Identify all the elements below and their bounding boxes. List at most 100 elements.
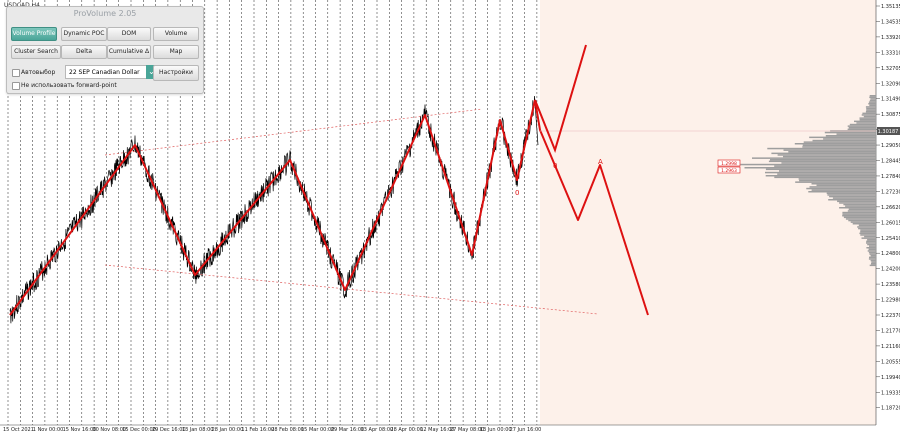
profile-bar — [871, 261, 876, 263]
time-tick-label: 28 Apr 00:00 — [390, 427, 423, 433]
profile-bar — [842, 213, 876, 215]
map-button[interactable]: Map — [153, 45, 199, 59]
profile-bar — [864, 235, 876, 238]
profile-bar — [794, 143, 876, 145]
profile-bar — [868, 248, 876, 251]
profile-bar — [854, 120, 876, 123]
profile-bar — [869, 264, 876, 267]
profile-bar — [845, 205, 876, 207]
time-tick-label: 15 Nov 16:00 — [63, 427, 97, 433]
settings-button[interactable]: Настройки — [153, 65, 199, 81]
profile-bar — [806, 187, 876, 190]
profile-bar — [869, 104, 876, 107]
profile-bar — [869, 99, 876, 102]
svg-text:1.30187: 1.30187 — [878, 129, 899, 135]
price-tick-label: 1.18720 — [881, 406, 900, 412]
time-tick-label: 12 May 16:00 — [420, 427, 454, 433]
profile-bar — [842, 211, 876, 214]
profile-bar — [788, 151, 876, 153]
profile-bar — [868, 101, 876, 103]
profile-bar — [867, 243, 876, 246]
price-tick-label: 1.33310 — [881, 50, 900, 56]
profile-bar — [802, 144, 876, 147]
price-tick-label: 1.27840 — [881, 174, 900, 180]
profile-bar — [859, 119, 876, 121]
price-tick-label: 1.26620 — [881, 205, 900, 211]
profile-bar — [752, 157, 876, 159]
price-tick-label: 1.27230 — [881, 189, 900, 195]
time-tick-label: 28 Jan 00:00 — [212, 427, 244, 433]
future-area-background — [540, 0, 876, 425]
profile-bar — [871, 263, 876, 265]
profile-bar — [839, 202, 876, 204]
profile-bar — [860, 229, 876, 231]
autoselect-checkbox[interactable] — [12, 69, 20, 77]
profile-bar — [783, 149, 876, 151]
price-tick-label: 1.22370 — [881, 313, 900, 319]
profile-bar — [865, 106, 876, 108]
profile-bar — [862, 112, 876, 115]
price-tick-label: 1.23580 — [881, 282, 900, 288]
price-tick-label: 1.33920 — [881, 35, 900, 41]
price-tick-label: 1.35135 — [881, 4, 900, 10]
price-tick-label: 1.22980 — [881, 298, 900, 304]
profile-bar — [832, 197, 876, 199]
profile-bar — [799, 179, 876, 182]
price-tick-label: 1.34535 — [881, 19, 900, 25]
dom-button[interactable]: DOM — [107, 27, 151, 41]
provolume-panel: ProVolume 2.05 Volume Profile Dynamic PO… — [6, 6, 204, 94]
volume-button[interactable]: Volume — [153, 27, 199, 41]
forward-point-checkbox[interactable] — [12, 82, 20, 90]
profile-bar — [847, 125, 876, 127]
wave-label: 0 — [553, 162, 557, 170]
profile-bar — [771, 152, 876, 155]
price-tick-label: 1.30875 — [881, 112, 900, 118]
profile-bar — [803, 141, 876, 143]
chevron-down-icon[interactable]: ⌄ — [146, 65, 157, 79]
profile-bar — [809, 136, 876, 139]
price-tick-label: 1.32705 — [881, 66, 900, 72]
symbol-label: USDCAD,H4 — [4, 2, 40, 9]
delta-button[interactable]: Delta — [61, 45, 107, 59]
profile-bar — [827, 194, 876, 196]
time-tick-label: 13 Apr 08:00 — [361, 427, 394, 433]
profile-bar — [866, 240, 876, 243]
instrument-select[interactable]: 22 SEP Canadian Dollar — [65, 65, 157, 79]
profile-bar — [863, 115, 876, 118]
profile-bar — [848, 127, 876, 129]
profile-bar — [774, 165, 876, 167]
profile-bar — [869, 245, 876, 247]
cluster-search-button[interactable]: Cluster Search — [11, 45, 61, 59]
profile-bar — [869, 95, 876, 97]
profile-bar — [860, 234, 876, 236]
profile-bar — [866, 107, 876, 110]
profile-bar — [842, 215, 876, 217]
profile-bar — [798, 178, 876, 180]
profile-bar — [802, 146, 876, 148]
profile-bar — [870, 255, 876, 257]
profile-bar — [848, 208, 876, 211]
profile-bar — [845, 218, 876, 220]
profile-bar — [770, 159, 876, 161]
time-tick-label: 27 May 08:00 — [450, 427, 484, 433]
profile-bar — [765, 168, 876, 171]
profile-bar — [744, 167, 876, 169]
profile-bar — [816, 184, 876, 187]
volume-profile-button[interactable]: Volume Profile — [11, 27, 57, 41]
profile-bar — [848, 219, 876, 222]
cumulative-delta-button[interactable]: Cumulative Δ — [107, 45, 151, 59]
price-tick-label: 1.19940 — [881, 375, 900, 381]
profile-bar — [866, 247, 876, 249]
wave-zigzag — [9, 99, 536, 316]
profile-bar — [837, 200, 876, 203]
channel-upper — [104, 108, 483, 156]
profile-bar — [868, 103, 876, 105]
profile-bar — [850, 221, 876, 223]
profile-bar — [870, 98, 876, 100]
price-tick-label: 1.24800 — [881, 251, 900, 257]
profile-bar — [868, 251, 876, 254]
profile-bar — [795, 181, 876, 183]
dynamic-poc-button[interactable]: Dynamic POC — [61, 27, 107, 41]
